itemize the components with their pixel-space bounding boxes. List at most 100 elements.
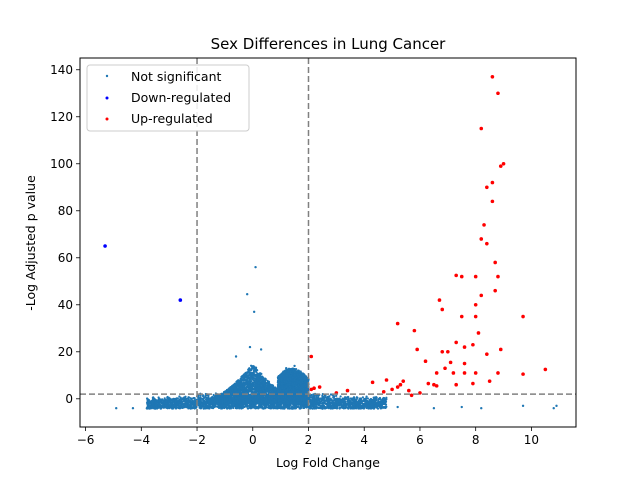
point-not-significant <box>217 405 220 409</box>
point-not-significant <box>322 399 325 402</box>
point-not-significant <box>361 402 364 405</box>
point-not-significant <box>251 377 254 381</box>
point-not-significant <box>189 407 192 410</box>
point-not-significant <box>158 404 161 407</box>
point-not-significant <box>370 399 373 402</box>
point-not-significant <box>378 402 381 406</box>
point-not-significant <box>223 406 226 409</box>
point-not-significant <box>361 396 365 399</box>
point-not-significant <box>269 407 272 410</box>
point-not-significant <box>362 399 365 403</box>
point-not-significant <box>337 399 340 402</box>
point-not-significant <box>302 406 305 409</box>
point-not-significant <box>333 405 337 408</box>
point-not-significant <box>372 397 376 400</box>
point-not-significant <box>253 387 256 390</box>
point-not-significant <box>374 398 377 401</box>
point-not-significant <box>203 406 206 409</box>
point-not-significant <box>324 402 327 405</box>
point-not-significant <box>198 406 201 409</box>
point-not-significant <box>283 404 286 407</box>
point-not-significant <box>174 402 177 405</box>
point-not-significant <box>192 404 195 407</box>
point-not-significant <box>331 399 335 403</box>
point-not-significant <box>317 406 320 409</box>
point-not-significant <box>167 398 170 401</box>
point-not-significant <box>251 404 254 407</box>
point-not-significant <box>213 405 216 408</box>
point-not-significant <box>343 396 347 399</box>
point-not-significant <box>280 405 283 408</box>
point-not-significant <box>347 403 350 406</box>
point-not-significant <box>199 394 202 397</box>
point-not-significant <box>158 399 162 402</box>
point-not-significant <box>193 407 196 410</box>
point-not-significant <box>172 404 176 407</box>
point-not-significant <box>298 407 302 410</box>
point-not-significant <box>232 406 235 410</box>
point-not-significant <box>300 404 303 407</box>
point-not-significant <box>260 406 263 409</box>
point-not-significant <box>198 404 201 407</box>
point-not-significant <box>312 398 315 401</box>
point-not-significant <box>168 407 171 410</box>
point-not-significant <box>339 402 342 405</box>
point-not-significant <box>156 399 159 402</box>
point-not-significant <box>351 405 354 409</box>
point-not-significant <box>343 401 346 404</box>
point-not-significant <box>193 399 196 402</box>
point-not-significant <box>358 405 361 408</box>
point-not-significant <box>187 403 190 407</box>
point-not-significant <box>202 395 205 398</box>
point-not-significant <box>178 401 181 404</box>
point-not-significant <box>179 405 182 408</box>
point-not-significant <box>279 407 282 410</box>
point-not-significant <box>314 401 317 404</box>
point-not-significant <box>353 404 356 407</box>
point-not-significant <box>329 393 333 396</box>
point-not-significant <box>372 400 375 403</box>
point-not-significant <box>179 399 182 402</box>
point-not-significant <box>334 400 337 404</box>
point-not-significant <box>309 402 313 405</box>
point-not-significant <box>353 406 356 410</box>
point-not-significant <box>370 403 373 406</box>
point-not-significant <box>182 405 185 409</box>
point-not-significant <box>155 405 158 409</box>
point-not-significant <box>286 407 290 410</box>
point-not-significant <box>291 405 294 408</box>
point-not-significant <box>255 405 258 408</box>
point-not-significant <box>182 403 185 406</box>
point-not-significant <box>363 397 366 401</box>
point-not-significant <box>208 406 211 409</box>
point-not-significant <box>159 401 162 404</box>
point-not-significant <box>316 397 319 400</box>
point-not-significant <box>227 404 230 407</box>
point-not-significant <box>194 405 197 408</box>
point-not-significant <box>166 404 169 407</box>
point-not-significant <box>384 403 387 406</box>
point-not-significant <box>331 406 335 409</box>
point-not-significant <box>347 406 350 410</box>
point-not-significant <box>153 404 156 407</box>
point-not-significant <box>317 404 320 407</box>
point-not-significant <box>325 406 328 409</box>
point-not-significant <box>363 405 366 409</box>
point-not-significant <box>355 399 358 402</box>
point-not-significant <box>310 404 313 408</box>
point-not-significant <box>184 404 187 407</box>
point-not-significant <box>311 396 314 399</box>
data-points-layer <box>103 75 558 410</box>
point-not-significant <box>229 407 233 410</box>
point-not-significant <box>332 402 335 405</box>
point-not-significant <box>352 401 355 404</box>
point-not-significant <box>294 406 297 409</box>
point-not-significant <box>368 398 371 401</box>
point-not-significant <box>150 405 153 408</box>
point-not-significant <box>345 396 349 399</box>
point-not-significant <box>180 402 183 405</box>
point-not-significant <box>380 404 384 407</box>
point-not-significant <box>177 406 180 410</box>
point-not-significant <box>163 401 166 404</box>
